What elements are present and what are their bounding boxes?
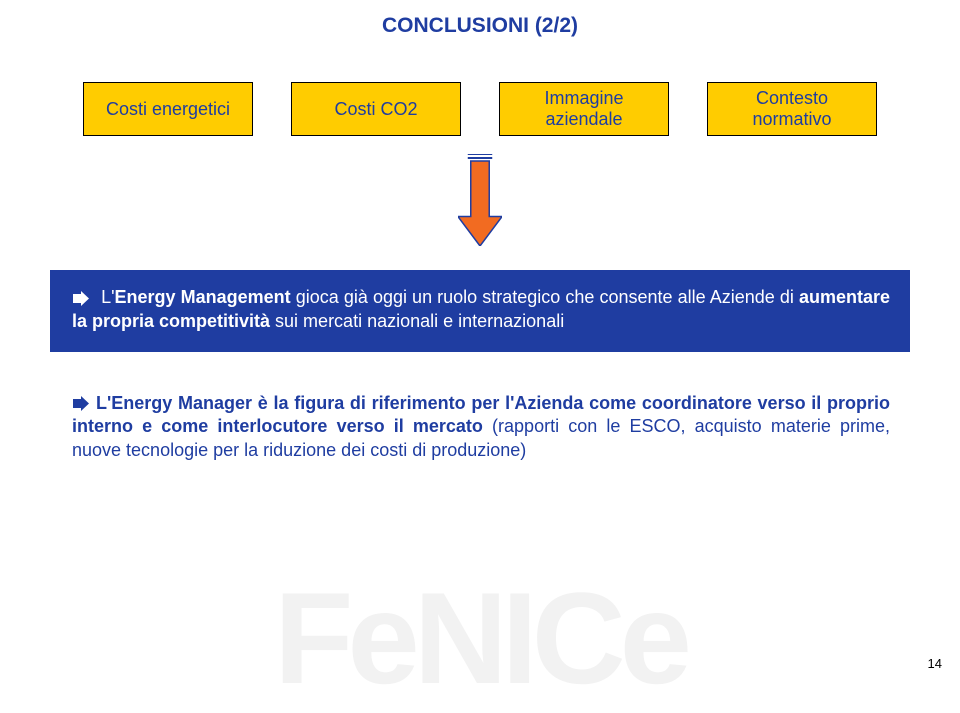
boxes-row: Costi energetici Costi CO2 Immagine azie… [0,82,960,136]
text-bold: Energy Manager [111,393,252,413]
box-immagine-aziendale: Immagine aziendale [499,82,669,136]
box-label: Costi CO2 [334,99,417,120]
bullet-arrow-icon [72,291,90,306]
box-label-2: normativo [752,109,831,130]
down-arrow-icon [458,154,502,246]
down-arrow [0,154,960,246]
box-label: Contesto [756,88,828,109]
text-bold: Energy Management [115,287,291,307]
panel-text: L'Energy Manager è la figura di riferime… [72,393,890,461]
box-label-2: aziendale [545,109,622,130]
text-fragment: L' [96,287,115,307]
box-costi-energetici: Costi energetici [83,82,253,136]
box-label: Immagine [544,88,623,109]
page-title: CONCLUSIONI (2/2) [0,0,960,38]
panel-text: L'Energy Management gioca già oggi un ru… [72,287,890,331]
panel-energy-management: L'Energy Management gioca già oggi un ru… [50,270,910,352]
panel-energy-manager: L'Energy Manager è la figura di riferime… [50,376,910,481]
text-fragment: sui mercati nazionali e internazionali [270,311,564,331]
page-number: 14 [928,656,942,671]
box-contesto-normativo: Contesto normativo [707,82,877,136]
bullet-arrow-icon [72,396,90,411]
box-costi-co2: Costi CO2 [291,82,461,136]
text-fragment: L' [96,393,111,413]
text-fragment: gioca già oggi un ruolo strategico che c… [291,287,799,307]
box-label: Costi energetici [106,99,230,120]
watermark-text: FeNICe [274,563,686,713]
